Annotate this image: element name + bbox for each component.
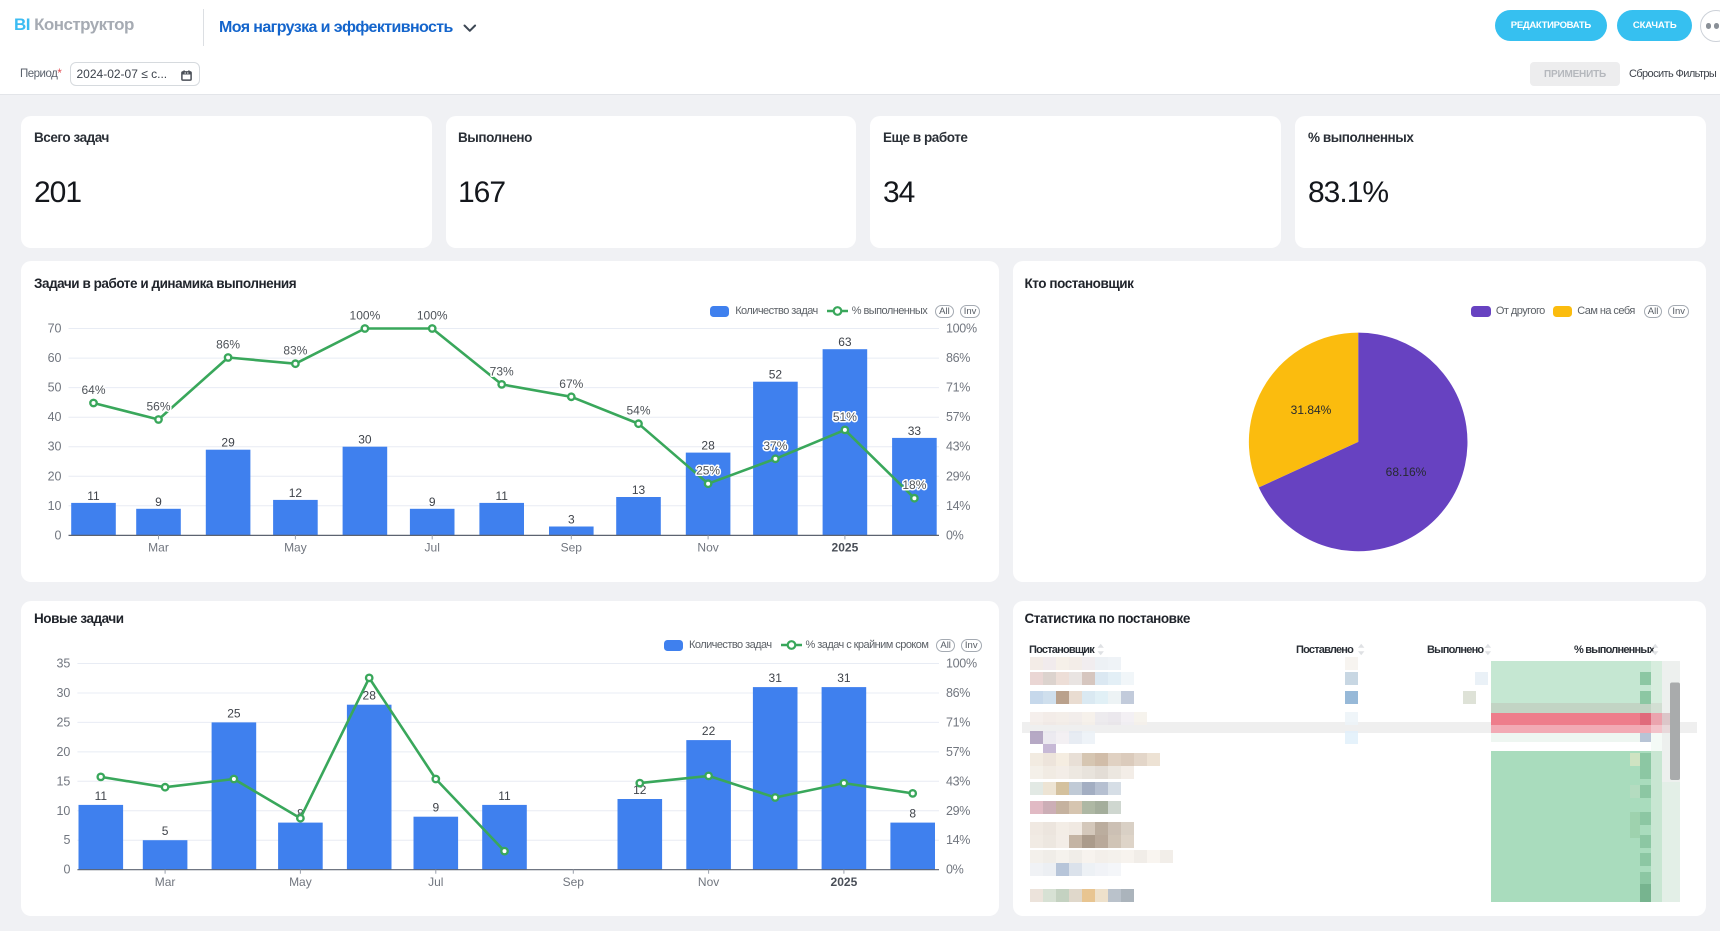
svg-text:30: 30 xyxy=(48,440,62,454)
svg-text:86%: 86% xyxy=(946,686,970,700)
svg-text:11: 11 xyxy=(95,789,108,803)
svg-text:22: 22 xyxy=(702,724,716,738)
svg-text:100%: 100% xyxy=(946,657,977,671)
svg-text:9: 9 xyxy=(429,495,436,509)
svg-text:11: 11 xyxy=(498,789,511,803)
svg-text:70: 70 xyxy=(48,322,62,336)
svg-text:10: 10 xyxy=(56,804,70,818)
svg-text:28: 28 xyxy=(363,689,377,703)
svg-text:May: May xyxy=(284,541,307,555)
svg-text:2025: 2025 xyxy=(831,875,858,889)
svg-text:14%: 14% xyxy=(946,499,970,513)
svg-text:68.16%: 68.16% xyxy=(1386,465,1427,479)
svg-text:May: May xyxy=(289,875,312,889)
svg-text:29: 29 xyxy=(221,436,235,450)
svg-text:14%: 14% xyxy=(946,833,970,847)
svg-text:12: 12 xyxy=(633,783,647,797)
svg-text:50: 50 xyxy=(48,381,62,395)
svg-text:71%: 71% xyxy=(946,715,970,729)
svg-text:43%: 43% xyxy=(946,440,970,454)
svg-text:31: 31 xyxy=(769,671,783,685)
svg-text:40: 40 xyxy=(48,410,62,424)
svg-text:52: 52 xyxy=(769,368,783,382)
svg-text:71%: 71% xyxy=(946,381,970,395)
svg-text:25%: 25% xyxy=(696,464,720,478)
svg-text:29%: 29% xyxy=(946,469,970,483)
svg-text:Jul: Jul xyxy=(425,541,440,555)
svg-text:3: 3 xyxy=(568,513,575,527)
svg-text:Sep: Sep xyxy=(563,875,585,889)
svg-text:5: 5 xyxy=(162,824,169,838)
svg-text:Jul: Jul xyxy=(428,875,443,889)
svg-text:18%: 18% xyxy=(902,478,926,492)
svg-text:86%: 86% xyxy=(216,338,240,352)
svg-text:100%: 100% xyxy=(946,322,977,336)
svg-text:51%: 51% xyxy=(833,410,857,424)
svg-text:8: 8 xyxy=(297,807,304,821)
svg-text:0: 0 xyxy=(63,863,70,877)
svg-text:67%: 67% xyxy=(559,377,583,391)
svg-text:9: 9 xyxy=(155,495,162,509)
svg-text:10: 10 xyxy=(48,499,62,513)
svg-text:31.84%: 31.84% xyxy=(1291,403,1332,417)
svg-text:25: 25 xyxy=(227,706,241,720)
svg-text:100%: 100% xyxy=(417,309,448,323)
svg-text:30: 30 xyxy=(358,433,372,447)
svg-text:13: 13 xyxy=(632,483,646,497)
svg-text:20: 20 xyxy=(48,469,62,483)
svg-text:Sep: Sep xyxy=(561,541,583,555)
svg-text:Mar: Mar xyxy=(148,541,169,555)
svg-text:35: 35 xyxy=(56,657,70,671)
svg-text:29%: 29% xyxy=(946,804,970,818)
svg-text:100%: 100% xyxy=(350,309,381,323)
svg-text:83%: 83% xyxy=(283,344,307,358)
svg-text:15: 15 xyxy=(56,774,70,788)
svg-text:63: 63 xyxy=(838,335,852,349)
svg-text:Nov: Nov xyxy=(698,875,719,889)
svg-text:11: 11 xyxy=(87,489,100,503)
svg-text:2025: 2025 xyxy=(832,541,859,555)
svg-text:11: 11 xyxy=(495,489,508,503)
svg-text:0: 0 xyxy=(55,528,62,542)
svg-text:8: 8 xyxy=(909,807,916,821)
svg-text:0%: 0% xyxy=(946,863,964,877)
svg-text:Nov: Nov xyxy=(697,541,718,555)
svg-text:20: 20 xyxy=(56,745,70,759)
svg-text:54%: 54% xyxy=(626,404,650,418)
svg-text:31: 31 xyxy=(837,671,851,685)
svg-text:73%: 73% xyxy=(490,364,514,378)
svg-text:5: 5 xyxy=(63,833,70,847)
svg-text:28: 28 xyxy=(701,439,715,453)
svg-text:30: 30 xyxy=(56,686,70,700)
svg-text:60: 60 xyxy=(48,351,62,365)
svg-text:33: 33 xyxy=(908,424,922,438)
svg-text:25: 25 xyxy=(56,715,70,729)
svg-text:43%: 43% xyxy=(946,774,970,788)
svg-text:Mar: Mar xyxy=(155,875,176,889)
svg-text:37%: 37% xyxy=(763,439,787,453)
svg-text:9: 9 xyxy=(432,801,439,815)
svg-text:57%: 57% xyxy=(946,745,970,759)
svg-text:56%: 56% xyxy=(146,400,170,414)
svg-text:64%: 64% xyxy=(81,383,105,397)
svg-text:86%: 86% xyxy=(946,351,970,365)
svg-text:57%: 57% xyxy=(946,410,970,424)
svg-text:0%: 0% xyxy=(946,528,964,542)
svg-text:12: 12 xyxy=(289,486,303,500)
